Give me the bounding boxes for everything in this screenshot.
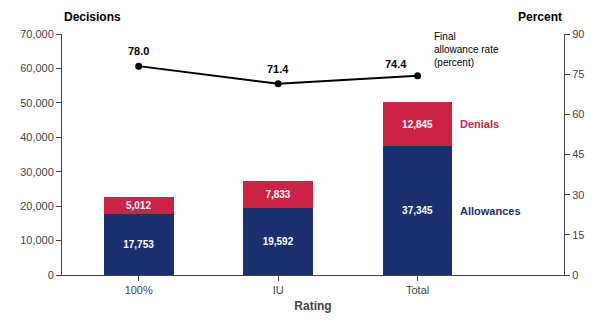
svg-text:71.4: 71.4 <box>267 63 289 75</box>
svg-text:74.4: 74.4 <box>385 58 407 70</box>
svg-text:0: 0 <box>572 269 578 281</box>
svg-text:Decisions: Decisions <box>64 10 121 24</box>
svg-text:37,345: 37,345 <box>402 205 433 216</box>
svg-text:40,000: 40,000 <box>20 131 54 143</box>
svg-text:Total: Total <box>406 284 429 296</box>
svg-text:Finalallowance rate(percent): Finalallowance rate(percent) <box>434 31 499 68</box>
svg-text:0: 0 <box>48 269 54 281</box>
svg-text:7,833: 7,833 <box>265 189 290 200</box>
svg-text:70,000: 70,000 <box>20 28 54 40</box>
svg-text:75: 75 <box>572 68 584 80</box>
svg-text:60,000: 60,000 <box>20 62 54 74</box>
svg-text:12,845: 12,845 <box>402 119 433 130</box>
svg-text:20,000: 20,000 <box>20 200 54 212</box>
svg-text:15: 15 <box>572 229 584 241</box>
svg-text:10,000: 10,000 <box>20 234 54 246</box>
svg-text:78.0: 78.0 <box>128 45 149 57</box>
svg-text:45: 45 <box>572 148 584 160</box>
svg-text:5,012: 5,012 <box>126 200 151 211</box>
svg-text:30,000: 30,000 <box>20 166 54 178</box>
svg-text:Rating: Rating <box>294 299 331 313</box>
svg-text:Allowances: Allowances <box>460 205 521 217</box>
svg-text:Percent: Percent <box>518 10 562 24</box>
svg-text:19,592: 19,592 <box>263 236 294 247</box>
svg-text:90: 90 <box>572 28 584 40</box>
svg-text:100%: 100% <box>125 284 153 296</box>
svg-text:60: 60 <box>572 108 584 120</box>
svg-text:50,000: 50,000 <box>20 97 54 109</box>
svg-text:17,753: 17,753 <box>123 239 154 250</box>
svg-text:Denials: Denials <box>460 118 499 130</box>
svg-text:30: 30 <box>572 189 584 201</box>
svg-text:IU: IU <box>273 284 284 296</box>
